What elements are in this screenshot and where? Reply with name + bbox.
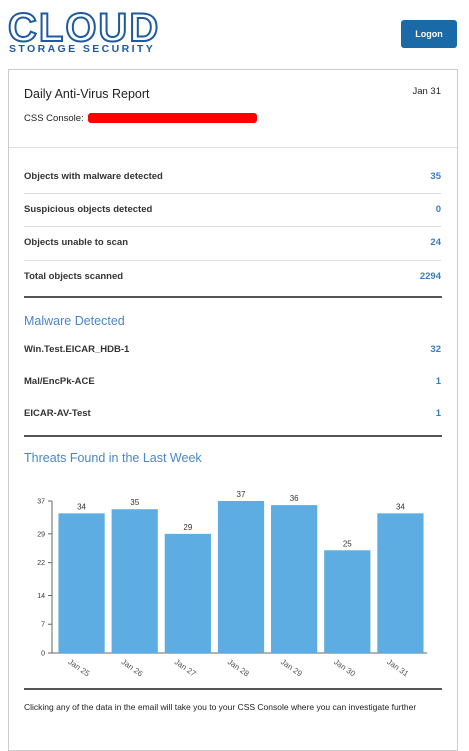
data-label: 34: [77, 502, 86, 511]
data-label: 29: [183, 523, 192, 532]
x-tick-label: Jan 28: [226, 657, 251, 678]
x-tick-label: Jan 26: [120, 657, 145, 678]
y-tick-label: 0: [41, 651, 45, 658]
logon-button[interactable]: Logon: [401, 20, 457, 48]
divider: [24, 688, 442, 690]
stat-label[interactable]: Objects unable to scan: [24, 237, 128, 248]
divider: [24, 226, 441, 227]
malware-name[interactable]: EICAR-AV-Test: [24, 408, 91, 419]
stat-value[interactable]: 35: [430, 171, 441, 182]
logo-text: CLOUD: [7, 5, 161, 51]
y-tick-label: 29: [37, 531, 45, 538]
y-tick-label: 14: [37, 593, 45, 600]
x-tick-label: Jan 27: [173, 657, 198, 678]
data-label: 35: [130, 498, 139, 507]
bar[interactable]: [324, 550, 371, 653]
console-label: CSS Console:: [24, 113, 84, 124]
divider: [24, 260, 441, 261]
malware-name[interactable]: Mal/EncPk-ACE: [24, 376, 95, 387]
malware-name[interactable]: Win.Test.EICAR_HDB-1: [24, 344, 130, 355]
stat-label[interactable]: Suspicious objects detected: [24, 204, 153, 215]
malware-count[interactable]: 1: [435, 376, 441, 387]
bar[interactable]: [377, 513, 424, 653]
bar[interactable]: [271, 505, 318, 653]
divider: [24, 296, 442, 298]
bar[interactable]: [217, 501, 265, 653]
data-label: 37: [237, 490, 246, 499]
x-tick-label: Jan 29: [279, 657, 304, 678]
footer-note: Clicking any of the data in the email wi…: [24, 702, 417, 712]
divider: [9, 147, 457, 148]
divider: [24, 435, 442, 437]
bar[interactable]: [58, 513, 105, 653]
report-date: Jan 31: [412, 86, 441, 97]
y-tick-label: 7: [41, 622, 45, 629]
x-tick-label: Jan 31: [385, 657, 410, 678]
stat-value[interactable]: 0: [435, 204, 441, 215]
chart: 0 7 14 22 29 37 Jan 25 34 Jan 26 35 Jan 27 29 Jan 28…: [37, 490, 427, 679]
stat-label[interactable]: Total objects scanned: [24, 271, 124, 282]
malware-count[interactable]: 32: [430, 344, 441, 355]
logo-subtext: STORAGE SECURITY: [9, 43, 156, 55]
data-label: 36: [290, 494, 299, 503]
y-tick-label: 37: [37, 499, 45, 506]
x-tick-label: Jan 25: [66, 657, 91, 678]
redaction: [88, 113, 257, 123]
divider: [24, 193, 441, 194]
stat-value[interactable]: 24: [430, 237, 441, 248]
page: CLOUD STORAGE SECURITY Logon Daily Anti-…: [6, 5, 458, 751]
chart-title: Threats Found in the Last Week: [24, 451, 202, 465]
x-tick-label: Jan 30: [332, 657, 357, 678]
stat-label[interactable]: Objects with malware detected: [24, 171, 163, 182]
report-title: Daily Anti-Virus Report: [24, 87, 150, 101]
stat-value[interactable]: 2294: [419, 271, 441, 282]
bar[interactable]: [164, 533, 211, 653]
data-label: 34: [396, 502, 405, 511]
y-tick-label: 22: [37, 560, 45, 567]
data-label: 25: [343, 539, 352, 548]
bar[interactable]: [111, 509, 158, 653]
section-heading: Malware Detected: [24, 314, 125, 328]
malware-count[interactable]: 1: [435, 408, 441, 419]
